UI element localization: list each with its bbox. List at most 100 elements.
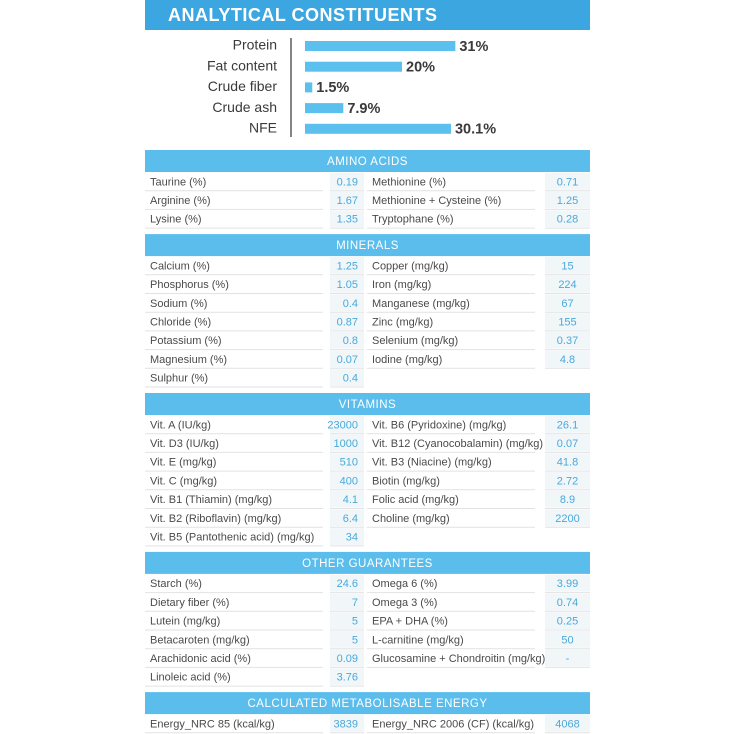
row-name: Vit. A (IU/kg) (150, 419, 211, 431)
value-cell (330, 490, 364, 508)
row-value: 67 (561, 298, 573, 310)
value-cell (330, 593, 364, 611)
row-value: 4068 (555, 718, 579, 730)
row-value: 1.25 (557, 195, 578, 207)
row-value: 3.99 (557, 578, 578, 590)
row-name: Vit. C (mg/kg) (150, 475, 217, 487)
value-cell (545, 173, 590, 190)
row-value: 0.4 (343, 373, 358, 385)
value-cell (330, 453, 364, 471)
row-value: 400 (340, 475, 358, 487)
row-name: Potassium (%) (150, 335, 222, 347)
section-header (145, 150, 590, 172)
value-cell (330, 416, 364, 433)
row-value: 0.28 (557, 214, 578, 226)
row-name: Phosphorus (%) (150, 279, 229, 291)
row-value: 5 (352, 616, 358, 628)
row-name: Omega 6 (%) (372, 578, 437, 590)
row-name: Calcium (%) (150, 260, 210, 272)
row-name: Manganese (mg/kg) (372, 298, 470, 310)
row-value: 224 (558, 279, 576, 291)
value-cell (330, 612, 364, 629)
row-name: Vit. B6 (Pyridoxine) (mg/kg) (372, 419, 506, 431)
row-value: 4.8 (560, 354, 575, 366)
section-title: MINERALS (336, 240, 399, 252)
row-value: 0.71 (557, 176, 578, 188)
row-value: 4.1 (343, 494, 358, 506)
row-value: 2200 (555, 513, 579, 525)
row-value: 1000 (334, 438, 358, 450)
row-name: Lysine (%) (150, 214, 202, 226)
section-title: OTHER GUARANTEES (302, 558, 433, 570)
value-cell (330, 528, 364, 545)
row-name: Sodium (%) (150, 298, 207, 310)
row-name: Arachidonic acid (%) (150, 653, 251, 665)
row-name: Magnesium (%) (150, 354, 227, 366)
row-name: L-carnitine (mg/kg) (372, 634, 464, 646)
row-value: 41.8 (557, 457, 578, 469)
value-cell (330, 191, 364, 209)
value-cell (330, 668, 364, 686)
value-cell (330, 434, 364, 452)
row-value: 0.19 (337, 176, 358, 188)
value-cell (545, 257, 590, 274)
value-cell (545, 416, 590, 433)
value-cell (545, 509, 590, 527)
value-cell (330, 257, 364, 274)
value-cell (545, 593, 590, 611)
constituent-name: Protein (233, 37, 277, 53)
value-cell (330, 715, 364, 732)
value-cell (545, 453, 590, 471)
value-cell (545, 490, 590, 508)
constituent-name: Crude fiber (208, 78, 278, 94)
constituent-bar (305, 82, 313, 93)
row-name: EPA + DHA (%) (372, 616, 448, 628)
constituent-bar (305, 41, 456, 51)
row-value: 0.25 (557, 616, 578, 628)
row-value: 0.07 (557, 438, 578, 450)
row-name: Linoleic acid (%) (150, 672, 231, 684)
row-name: Vit. B5 (Pantothenic acid) (mg/kg) (150, 531, 314, 543)
row-name: Lutein (mg/kg) (150, 616, 220, 628)
value-cell (545, 434, 590, 452)
row-value: 8.9 (560, 494, 575, 506)
value-cell (330, 210, 364, 228)
row-name: Iron (mg/kg) (372, 279, 431, 291)
value-cell (330, 331, 364, 349)
section-header (145, 393, 590, 415)
row-value: 26.1 (557, 419, 578, 431)
constituent-name: Crude ash (212, 99, 277, 115)
constituent-label: 31% (459, 39, 488, 55)
value-cell (545, 313, 590, 330)
row-name: Vit. B12 (Cyanocobalamin) (mg/kg) (372, 438, 543, 450)
row-name: Chloride (%) (150, 316, 211, 328)
value-cell (545, 472, 590, 489)
constituent-name: Fat content (207, 57, 277, 73)
constituent-bar (305, 61, 402, 72)
row-value: 0.37 (557, 335, 578, 347)
value-cell (545, 631, 590, 648)
value-cell (545, 574, 590, 592)
page-title: ANALYTICAL CONSTITUENTS (168, 5, 438, 25)
row-name: Vit. B2 (Riboflavin) (mg/kg) (150, 513, 281, 525)
row-value: 1.35 (337, 214, 358, 226)
row-name: Tryptophane (%) (372, 214, 454, 226)
value-cell (330, 313, 364, 330)
value-cell (330, 509, 364, 527)
row-value: 23000 (327, 419, 358, 431)
row-name: Arginine (%) (150, 195, 211, 207)
row-value: 0.74 (557, 597, 578, 609)
row-value: 1.25 (337, 260, 358, 272)
row-name: Biotin (mg/kg) (372, 475, 440, 487)
row-value: 34 (346, 531, 358, 543)
row-name: Energy_NRC 2006 (CF) (kcal/kg) (372, 718, 534, 730)
value-cell (330, 649, 364, 667)
value-cell (545, 294, 590, 312)
value-cell (330, 631, 364, 648)
row-name: Zinc (mg/kg) (372, 316, 433, 328)
row-value: 50 (561, 634, 573, 646)
section-header (145, 234, 590, 257)
row-name: Energy_NRC 85 (kcal/kg) (150, 718, 275, 730)
row-value: 510 (340, 457, 358, 469)
